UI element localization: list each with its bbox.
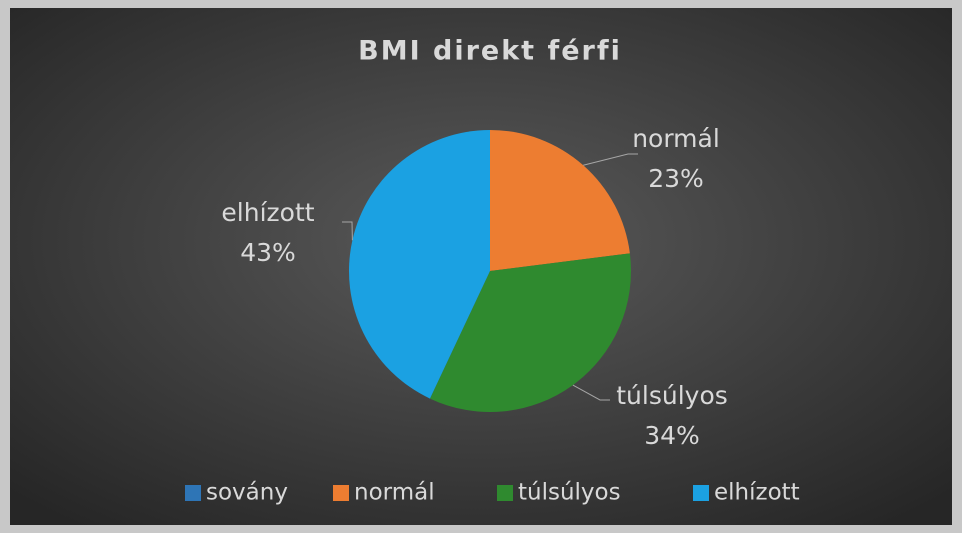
pie-slice <box>429 253 632 412</box>
leader-line <box>583 153 638 166</box>
leader-line <box>572 384 610 401</box>
leader-line <box>342 221 353 241</box>
data-label-name: elhízott <box>221 198 314 227</box>
pie-slice <box>349 130 490 399</box>
data-label-name: túlsúlyos <box>616 381 728 410</box>
legend-label: normál <box>354 480 435 506</box>
legend-swatch <box>693 485 709 501</box>
data-label-value: 23% <box>648 164 704 193</box>
legend-label: elhízott <box>714 480 800 506</box>
legend-label: túlsúlyos <box>518 480 621 506</box>
legend-label: sovány <box>206 480 288 506</box>
chart-title: BMI direkt férfi <box>358 36 622 67</box>
data-label-value: 43% <box>240 238 296 267</box>
legend-swatch <box>333 485 349 501</box>
legend-swatch <box>185 485 201 501</box>
pie-slice <box>490 130 630 271</box>
legend-swatch <box>497 485 513 501</box>
data-label-name: normál <box>632 124 720 153</box>
data-label-value: 34% <box>644 421 700 450</box>
